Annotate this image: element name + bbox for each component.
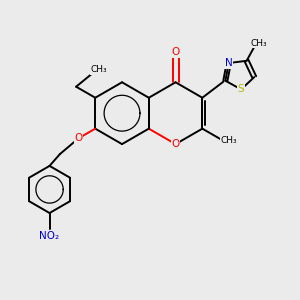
Text: O: O	[172, 139, 180, 149]
Text: NO₂: NO₂	[40, 231, 60, 241]
Text: CH₃: CH₃	[91, 65, 107, 74]
Text: CH₃: CH₃	[250, 39, 267, 48]
Text: O: O	[75, 133, 83, 143]
Text: O: O	[172, 47, 180, 57]
Text: N: N	[225, 58, 232, 68]
Text: CH₃: CH₃	[220, 136, 237, 146]
Text: S: S	[238, 84, 244, 94]
